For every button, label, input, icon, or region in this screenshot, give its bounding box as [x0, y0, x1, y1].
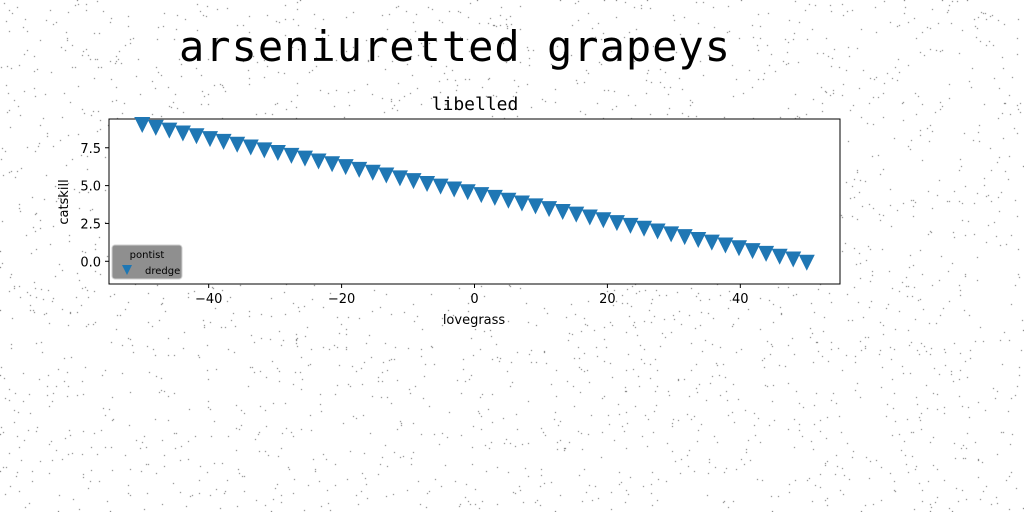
data-point: [459, 184, 476, 201]
data-point: [242, 139, 259, 156]
data-point: [202, 131, 219, 148]
legend-marker-icon: [122, 265, 132, 275]
data-point: [446, 181, 463, 198]
data-point: [256, 142, 273, 159]
chart-title: libelled: [432, 94, 519, 115]
legend-entry-dredge: dredge: [145, 266, 180, 277]
data-point: [690, 231, 707, 248]
data-point: [730, 240, 747, 257]
y-tick-label: 2.5: [80, 217, 101, 232]
data-point: [758, 245, 775, 262]
data-point: [568, 206, 585, 223]
plot-area: [108, 118, 841, 285]
data-point: [432, 178, 449, 195]
data-point: [486, 189, 503, 206]
data-point: [269, 145, 286, 162]
x-axis-label: lovegrass: [443, 313, 506, 328]
data-point: [554, 203, 571, 220]
data-point: [500, 192, 517, 209]
data-point: [351, 161, 368, 178]
data-point: [378, 167, 395, 184]
x-tick-label: −20: [328, 292, 355, 307]
data-point: [541, 201, 558, 218]
y-tick-label: 0.0: [80, 255, 101, 270]
legend-box: [111, 244, 183, 280]
data-point: [595, 212, 612, 229]
data-point: [405, 173, 422, 190]
data-point: [798, 254, 815, 271]
data-point: [324, 156, 341, 173]
x-tick-label: 40: [732, 292, 749, 307]
data-point: [473, 187, 490, 204]
data-point: [785, 251, 802, 268]
data-point: [391, 170, 408, 187]
data-point: [663, 226, 680, 243]
data-point: [649, 223, 666, 240]
page-title: arseniuretted grapeys: [178, 22, 731, 71]
legend: pontist dredge: [111, 244, 183, 280]
data-point: [147, 119, 164, 136]
data-point: [364, 164, 381, 181]
data-point: [513, 195, 530, 212]
data-point: [134, 117, 151, 134]
data-point: [744, 243, 761, 260]
data-point: [717, 237, 734, 254]
y-tick-label: 5.0: [80, 180, 101, 195]
data-point: [283, 147, 300, 164]
data-point: [581, 209, 598, 226]
data-point: [636, 220, 653, 237]
data-point: [703, 234, 720, 251]
data-point: [622, 217, 639, 234]
data-point: [337, 159, 354, 176]
data-point: [229, 136, 246, 153]
y-tick-label: 7.5: [80, 142, 101, 157]
x-tick-label: −40: [195, 292, 222, 307]
series-markers: [134, 117, 815, 271]
data-point: [161, 122, 178, 139]
data-point: [527, 198, 544, 215]
data-point: [296, 150, 313, 167]
x-tick-label: 20: [599, 292, 616, 307]
data-point: [188, 128, 205, 145]
legend-title: pontist: [130, 250, 165, 261]
data-point: [174, 125, 191, 142]
data-point: [771, 248, 788, 265]
x-tick-label: 0: [470, 292, 478, 307]
data-point: [310, 153, 327, 170]
data-point: [215, 133, 232, 150]
data-point: [676, 229, 693, 246]
y-axis-label: catskill: [57, 179, 72, 224]
x-axis: −40 −20 0 20 40: [195, 284, 749, 307]
y-axis: 0.0 2.5 5.0 7.5: [80, 142, 109, 270]
data-point: [419, 175, 436, 192]
data-point: [608, 215, 625, 232]
